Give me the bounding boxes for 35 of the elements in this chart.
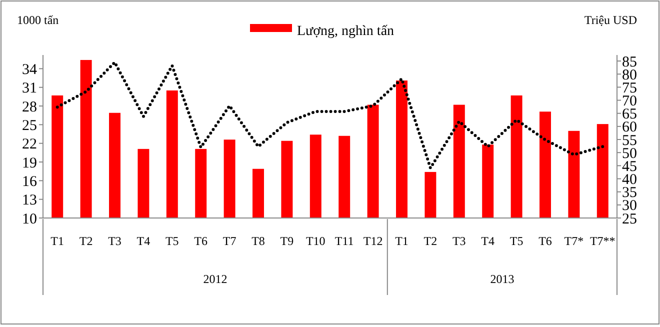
x-tick-label: T12: [363, 234, 383, 248]
x-tick-label: T7**: [590, 234, 616, 248]
y-tick-label: 25: [22, 118, 37, 134]
x-tick-label: T6: [194, 234, 208, 248]
x-tick-label: T10: [306, 234, 326, 248]
legend-label: Lượng, nghìn tấn: [297, 24, 394, 39]
y-tick-label: 19: [22, 155, 37, 172]
x-tick-label: T9: [280, 234, 294, 248]
x-tick-label: T2: [424, 234, 438, 248]
text: 2012: [203, 272, 228, 286]
x-tick-label: T7*: [564, 234, 584, 248]
x-tick-label: T7: [222, 234, 236, 248]
x-tick-label: T3: [452, 234, 466, 248]
y2-axis-title: Triệu USD: [584, 13, 638, 27]
y-tick-label: 31: [22, 80, 37, 97]
y-tick-label: 34: [22, 62, 38, 78]
text: 2013: [490, 272, 514, 286]
x-tick-label: T6: [538, 234, 552, 248]
y-axis-title: 1000 tấn: [17, 13, 59, 27]
y-tick-label: 22: [22, 136, 37, 153]
line-series: [56, 60, 604, 170]
x-tick-label: T2: [79, 234, 93, 248]
x-tick-label: T5: [510, 234, 524, 248]
y-tick-label: 28: [22, 99, 37, 116]
x-tick-label: T5: [165, 234, 179, 248]
y-tick-label: 13: [22, 192, 37, 209]
x-tick-label: T1: [50, 234, 64, 248]
x-tick-label: T1: [395, 234, 408, 248]
y-tick-label: 10: [22, 211, 37, 228]
y-tick-label: 16: [22, 174, 38, 190]
x-tick-label: T8: [252, 234, 265, 248]
x-tick-label: T11: [334, 234, 354, 248]
x-tick-label: T4: [481, 234, 495, 248]
x-tick-label: T3: [108, 234, 122, 248]
x-tick-label: T4: [136, 234, 150, 248]
